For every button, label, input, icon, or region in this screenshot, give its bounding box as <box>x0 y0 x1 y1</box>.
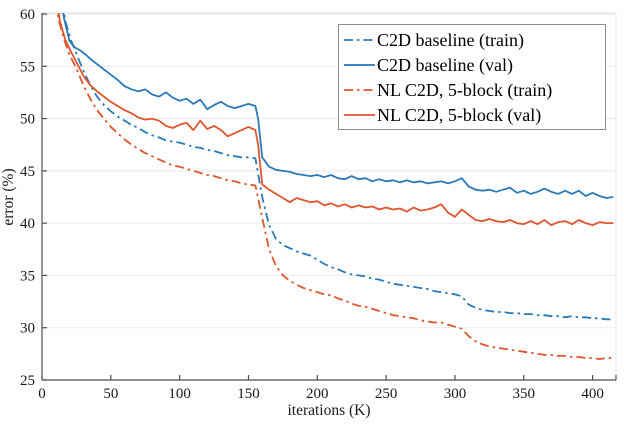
gridlines <box>42 12 617 380</box>
series-line <box>56 13 614 361</box>
legend-line-sample <box>344 113 375 116</box>
x-tick-label: 0 <box>38 386 46 402</box>
y-tick-label: 40 <box>20 216 35 232</box>
legend-line-sample <box>344 38 375 41</box>
y-tick-label: 45 <box>20 164 35 180</box>
x-tick-label: 200 <box>306 386 329 402</box>
y-tick-label: 25 <box>20 373 35 389</box>
legend-label: C2D baseline (train) <box>377 29 524 50</box>
legend-item: NL C2D, 5-block (val) <box>343 102 601 127</box>
axes <box>41 13 617 381</box>
y-tick-label: 60 <box>20 7 35 23</box>
y-tick-label: 30 <box>20 321 35 337</box>
data-series <box>56 13 614 361</box>
legend-line-sample <box>344 88 375 91</box>
legend-line-sample <box>344 63 375 66</box>
legend-label: NL C2D, 5-block (train) <box>377 79 553 100</box>
x-tick-label: 250 <box>375 386 398 402</box>
y-tick-label: 55 <box>20 59 35 75</box>
x-tick-label: 50 <box>103 386 118 402</box>
legend-item: C2D baseline (train) <box>343 27 601 52</box>
legend-item: NL C2D, 5-block (train) <box>343 77 601 102</box>
x-axis-label: iterations (K) <box>287 402 370 419</box>
tick-labels: 0 50 100 150 200 250 300 350 400 25 30 35 40 45 50 55 60 <box>20 7 604 402</box>
series-line <box>57 13 614 227</box>
x-tick-label: 100 <box>168 386 191 402</box>
series-line <box>62 13 614 199</box>
y-axis-label: error (%) <box>0 168 17 225</box>
x-tick-label: 150 <box>237 386 260 402</box>
y-tick-label: 50 <box>20 112 35 128</box>
y-tick-label: 35 <box>20 268 35 284</box>
x-tick-label: 400 <box>581 386 604 402</box>
legend-label: C2D baseline (val) <box>377 54 513 75</box>
x-tick-label: 350 <box>513 386 536 402</box>
legend-label: NL C2D, 5-block (val) <box>377 104 542 125</box>
legend-item: C2D baseline (val) <box>343 52 601 77</box>
x-tick-label: 300 <box>444 386 467 402</box>
legend: C2D baseline (train) C2D baseline (val) NL… <box>338 24 606 130</box>
